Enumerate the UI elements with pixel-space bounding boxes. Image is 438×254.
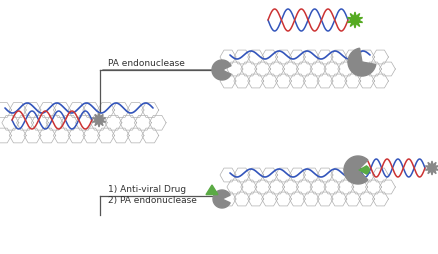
Wedge shape [358, 165, 370, 175]
Polygon shape [347, 12, 363, 28]
Polygon shape [213, 190, 230, 208]
Polygon shape [92, 113, 106, 127]
Text: PA endonuclease: PA endonuclease [108, 58, 185, 68]
Text: 2) PA endonuclease: 2) PA endonuclease [108, 196, 197, 204]
Polygon shape [212, 60, 231, 80]
Polygon shape [348, 48, 376, 76]
Polygon shape [344, 156, 368, 184]
Polygon shape [425, 161, 438, 175]
Polygon shape [206, 185, 218, 195]
Text: 1) Anti-viral Drug: 1) Anti-viral Drug [108, 184, 186, 194]
